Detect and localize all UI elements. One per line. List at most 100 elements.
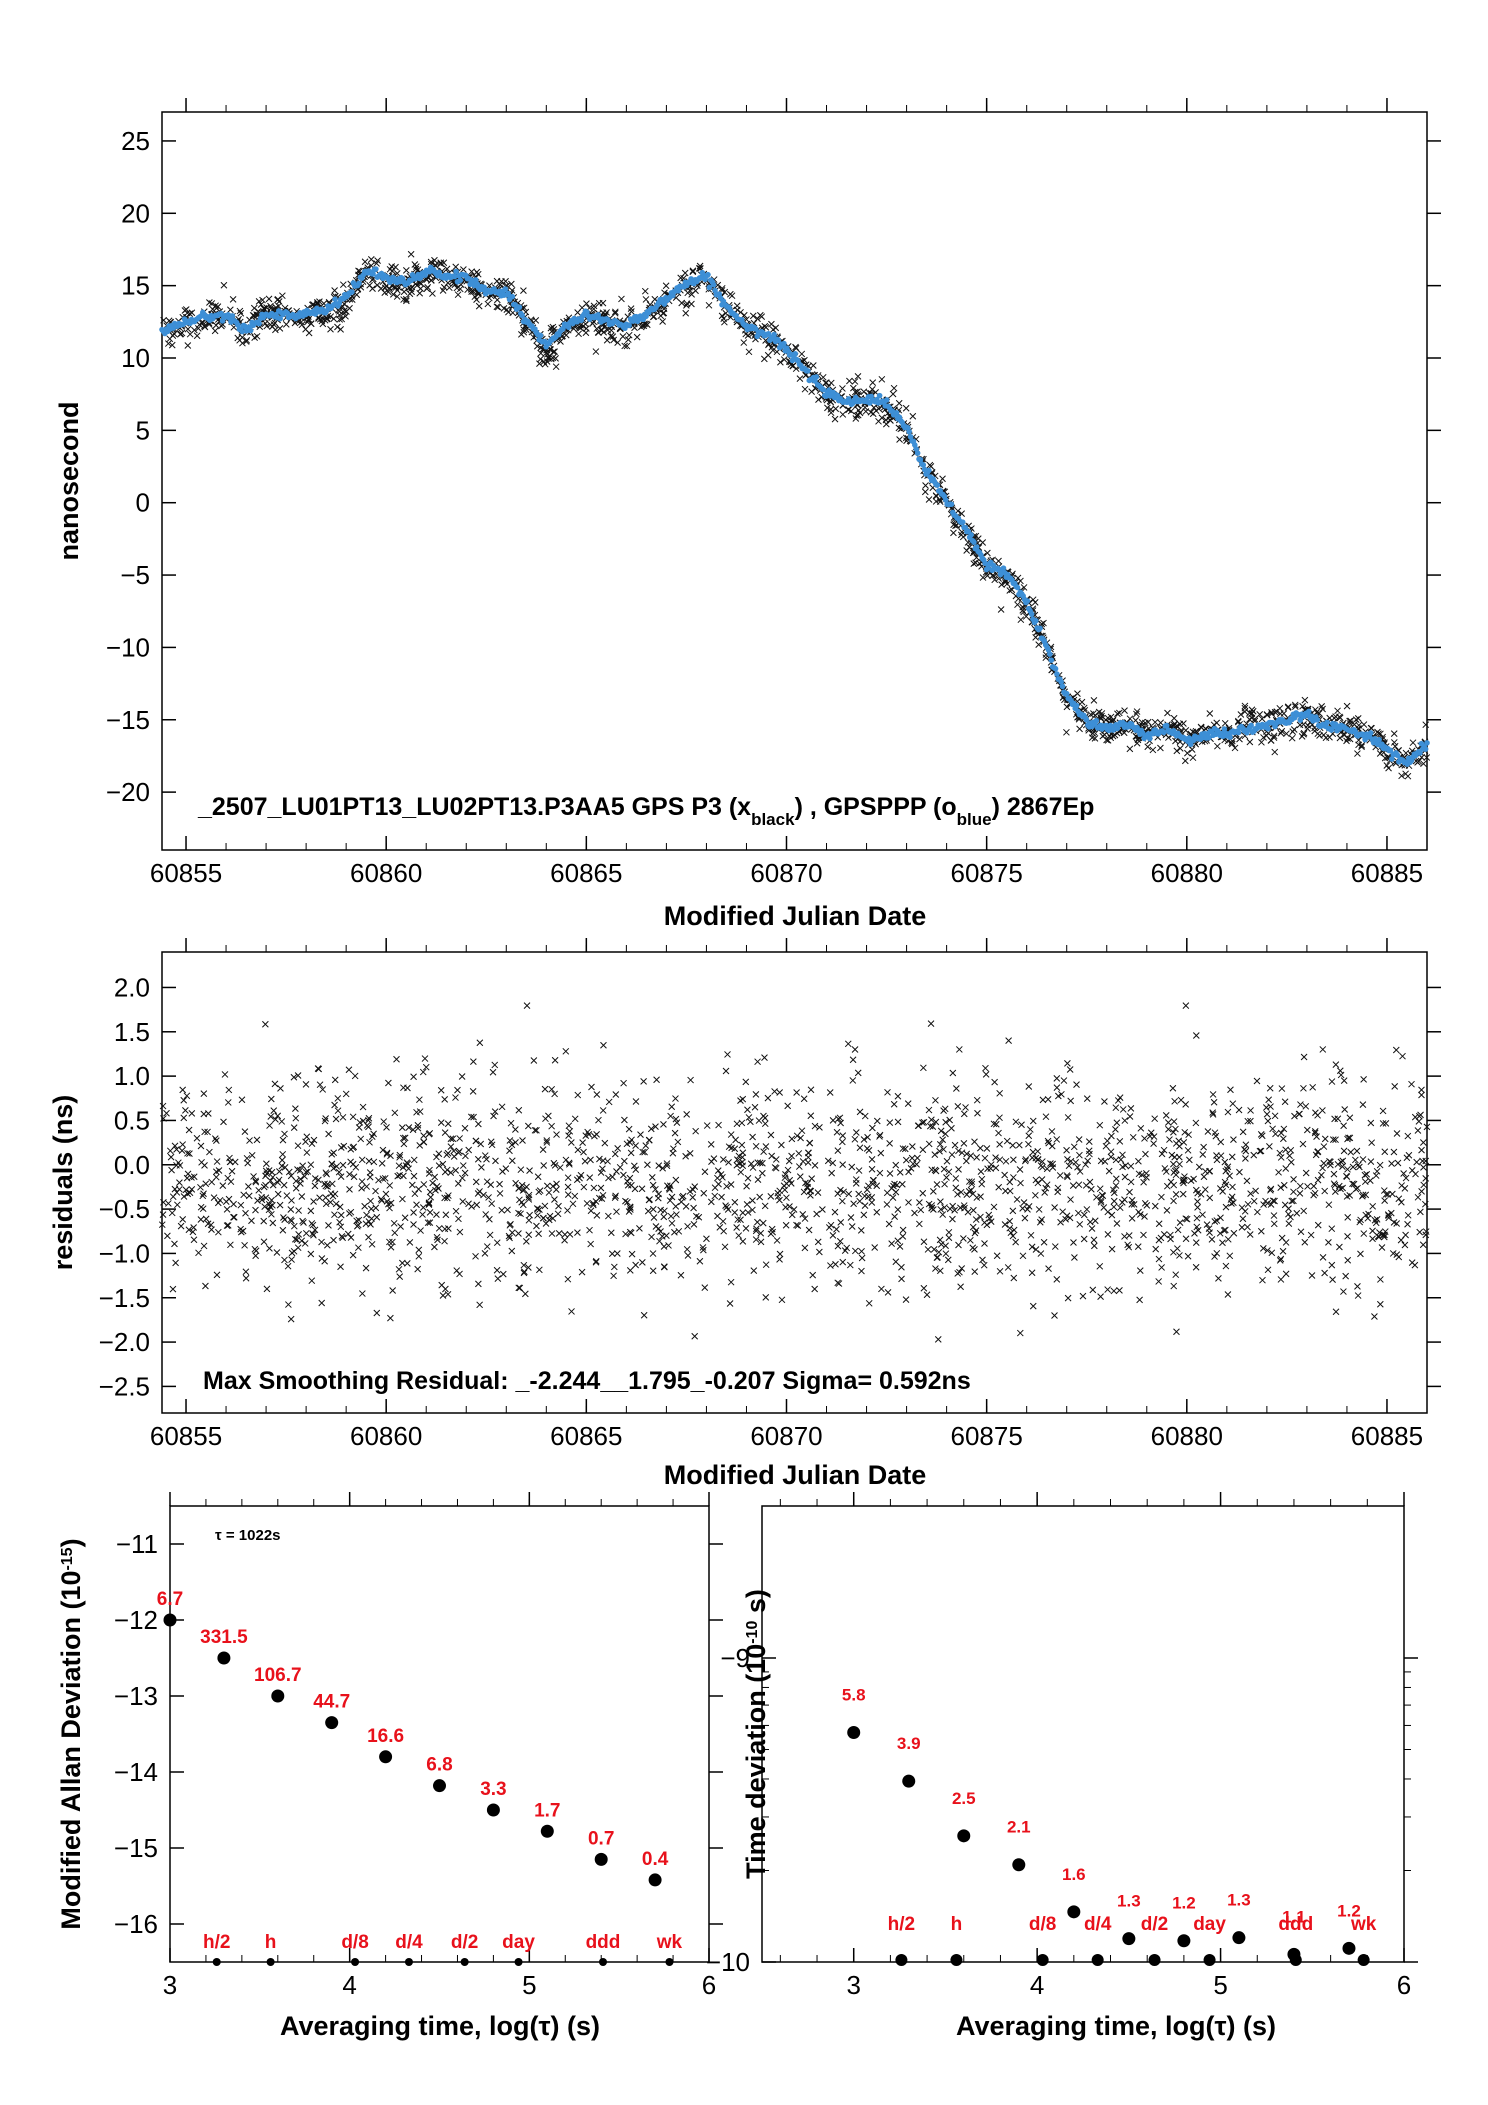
residual-point xyxy=(723,1203,730,1211)
residual-point xyxy=(540,1214,547,1222)
residual-point xyxy=(330,1165,337,1172)
residual-point xyxy=(1340,1288,1347,1295)
residual-point xyxy=(1361,1178,1369,1186)
residual-point xyxy=(966,1178,973,1185)
residual-point xyxy=(923,1291,931,1299)
residual-point xyxy=(1423,1123,1431,1131)
residual-point xyxy=(1179,1190,1187,1198)
residual-point xyxy=(185,1126,193,1134)
gps-p3-point xyxy=(341,307,348,314)
residual-point xyxy=(1280,1125,1288,1133)
residual-point xyxy=(294,1244,302,1252)
residual-point xyxy=(237,1201,245,1209)
residual-point xyxy=(1416,1228,1424,1236)
residual-point xyxy=(237,1225,244,1233)
gpsppp-point xyxy=(516,304,523,310)
residual-point xyxy=(1018,1121,1025,1129)
residual-point xyxy=(930,1245,938,1253)
residual-point xyxy=(1250,1151,1258,1159)
residual-point xyxy=(359,1103,367,1111)
residual-point xyxy=(586,1174,594,1182)
residual-point xyxy=(1038,1176,1046,1183)
interval-marker xyxy=(598,1958,607,1966)
residual-point xyxy=(1086,1218,1094,1226)
gps-p3-point xyxy=(882,420,890,428)
y-tick-label: 0.0 xyxy=(114,1150,150,1180)
residual-point xyxy=(1326,1157,1333,1165)
residual-point xyxy=(566,1127,574,1135)
residual-point xyxy=(599,1157,607,1164)
residual-point xyxy=(1320,1143,1328,1150)
gpsppp-point xyxy=(1014,584,1021,591)
residual-point xyxy=(631,1185,639,1193)
residual-point xyxy=(1124,1241,1131,1249)
residual-point xyxy=(1250,1197,1258,1205)
residual-point xyxy=(724,1051,731,1058)
residual-point xyxy=(1121,1117,1129,1124)
residual-point xyxy=(506,1221,514,1229)
residual-point xyxy=(345,1066,353,1074)
residual-point xyxy=(855,1190,863,1198)
gps-p3-point xyxy=(1271,748,1279,756)
residual-point xyxy=(363,1211,370,1219)
residual-point xyxy=(359,1290,366,1297)
residual-point xyxy=(960,1110,968,1118)
gps-p3-point xyxy=(452,263,460,271)
residual-point xyxy=(1158,1193,1165,1201)
residual-point xyxy=(861,1112,869,1120)
x-axis-title: Averaging time, log(τ) (s) xyxy=(280,2011,600,2041)
residual-point xyxy=(496,1180,503,1188)
residual-point xyxy=(756,1193,764,1201)
residual-point xyxy=(1041,1189,1049,1196)
gps-p3-point xyxy=(168,341,176,349)
gps-p3-point xyxy=(777,358,784,366)
residual-point xyxy=(353,1217,360,1225)
residual-point xyxy=(788,1152,795,1160)
residual-point xyxy=(472,1252,479,1260)
gps-p3-point xyxy=(340,300,348,308)
residual-point xyxy=(934,1253,941,1261)
residual-point xyxy=(1001,1171,1008,1179)
residual-point xyxy=(937,1241,945,1248)
residual-point xyxy=(1360,1076,1367,1083)
residual-point xyxy=(263,1285,271,1293)
residual-point xyxy=(551,1162,559,1169)
residual-point xyxy=(1244,1200,1252,1208)
residual-point xyxy=(840,1188,847,1196)
gps-p3-point xyxy=(1206,710,1214,717)
residual-point xyxy=(795,1150,803,1157)
residual-point xyxy=(607,1229,615,1237)
residual-point xyxy=(456,1228,464,1236)
gps-p3-point xyxy=(1173,722,1181,730)
gps-p3-point xyxy=(1121,707,1128,715)
residual-point xyxy=(186,1150,193,1157)
residual-point xyxy=(801,1215,809,1222)
residual-point xyxy=(1083,1095,1091,1102)
x-tick-label: 60880 xyxy=(1151,858,1223,888)
residual-point xyxy=(1053,1136,1061,1143)
residual-point xyxy=(924,1246,932,1253)
residual-point xyxy=(932,1096,939,1104)
residual-point xyxy=(459,1198,467,1205)
gps-p3-point xyxy=(475,302,483,310)
residual-point xyxy=(375,1176,382,1184)
residual-point xyxy=(565,1132,572,1139)
residual-point xyxy=(171,1240,178,1248)
gps-p3-point xyxy=(950,529,957,537)
residual-point xyxy=(876,1131,884,1139)
residual-point xyxy=(304,1168,312,1175)
residual-point xyxy=(1266,1143,1273,1150)
residual-point xyxy=(738,1141,746,1149)
x-tick-label: 5 xyxy=(522,1970,536,2000)
residual-point xyxy=(1404,1220,1411,1228)
residual-point xyxy=(848,1163,856,1171)
gps-p3-point xyxy=(737,308,744,316)
gps-p3-point xyxy=(1063,728,1070,736)
residual-point xyxy=(1395,1253,1403,1261)
gpsppp-point xyxy=(805,368,811,374)
residual-point xyxy=(838,1197,846,1205)
residual-point xyxy=(1104,1286,1112,1293)
gpsppp-point xyxy=(1106,727,1112,734)
gps-p3-point xyxy=(1385,764,1392,772)
residual-point xyxy=(444,1290,452,1298)
